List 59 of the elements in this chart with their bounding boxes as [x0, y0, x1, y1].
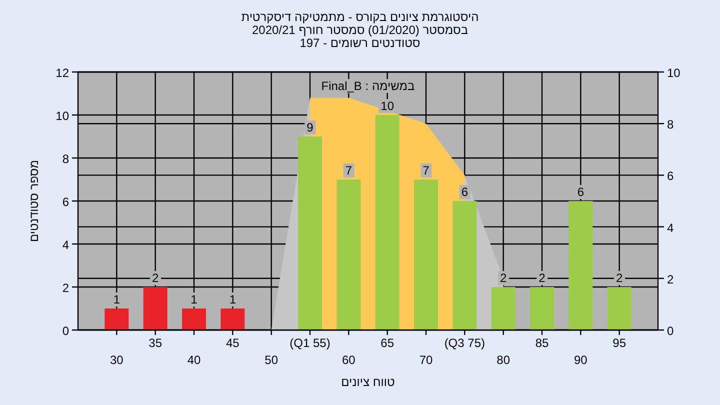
data-label: 2	[500, 271, 507, 285]
data-label: 2	[616, 271, 623, 285]
bar	[375, 115, 400, 330]
bar	[607, 287, 632, 330]
bar	[104, 308, 129, 330]
y-tick-label: 6	[62, 195, 70, 209]
x-tick-label: 95	[612, 336, 626, 350]
chart-subtitle: בסמסטר (01/2020) סמסטר חורף 2020/21	[252, 23, 468, 37]
data-label: 7	[422, 164, 430, 178]
data-label: 9	[306, 120, 314, 134]
data-label: 10	[380, 99, 394, 113]
x-tick-label: 35	[148, 336, 162, 350]
y-tick-label: 2	[62, 281, 70, 295]
annotation: במשימה : Final_B	[321, 79, 415, 93]
chart-title: היסטוגרמת ציונים בקורס - מתמטיקה דיסקרטית	[241, 10, 479, 24]
data-label: 6	[577, 185, 584, 199]
bar	[143, 287, 168, 330]
y-tick-label: 0	[62, 324, 70, 338]
x-tick-label: 85	[535, 336, 549, 350]
y2-tick-label: 6	[667, 169, 674, 184]
x-tick-label: 80	[496, 353, 510, 367]
x-tick-label: 60	[342, 353, 356, 367]
x-tick-label: (Q3 75)	[444, 336, 486, 350]
data-label: 6	[461, 185, 468, 199]
x-tick-label: 50	[264, 353, 278, 367]
x-tick-label: (Q1 55)	[290, 336, 330, 350]
y-tick-label: 10	[56, 109, 70, 123]
bar	[568, 201, 593, 330]
x-tick-label: 90	[574, 353, 588, 367]
data-label: 1	[229, 292, 236, 306]
bar	[182, 308, 206, 330]
bar	[336, 180, 361, 330]
y-tick-label: 4	[62, 238, 70, 252]
x-tick-label: 70	[419, 353, 433, 367]
text: סטודנטים רשומים - 197	[300, 36, 420, 50]
bar	[414, 180, 438, 330]
x-tick-label: 65	[380, 336, 394, 350]
y-tick-label: 12	[56, 66, 70, 80]
x-tick-label: 30	[110, 353, 124, 367]
data-label: 2	[538, 271, 546, 285]
bar	[452, 201, 477, 330]
y-tick-label: 8	[62, 152, 70, 166]
bar	[220, 308, 245, 330]
data-label: 2	[152, 271, 159, 285]
bar	[298, 136, 322, 330]
y2-tick-label: 0	[667, 324, 674, 338]
bar	[530, 287, 554, 330]
x-tick-label: 40	[187, 353, 201, 367]
bar	[491, 287, 516, 330]
data-label: 7	[345, 164, 352, 178]
y2-tick-label: 4	[667, 220, 674, 235]
y2-tick-label: 10	[667, 66, 681, 80]
y-axis-title: מספר סטודנטים	[27, 160, 41, 242]
data-label: 1	[113, 292, 120, 306]
y2-tick-label: 2	[667, 272, 674, 286]
y2-tick-label: 8	[667, 118, 674, 132]
x-tick-label: 45	[226, 336, 240, 350]
x-axis-title: טווח ציונים	[341, 375, 396, 389]
data-label: 1	[190, 292, 198, 306]
